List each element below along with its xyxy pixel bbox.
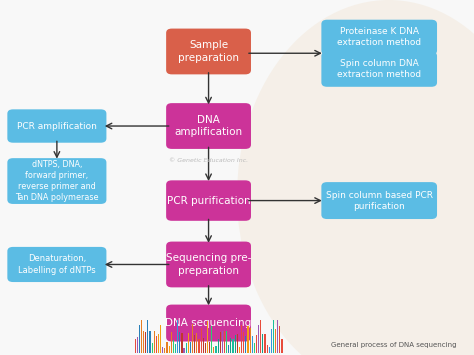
FancyBboxPatch shape: [269, 348, 270, 353]
FancyBboxPatch shape: [166, 342, 168, 353]
FancyBboxPatch shape: [239, 348, 240, 353]
FancyBboxPatch shape: [275, 329, 276, 353]
FancyBboxPatch shape: [237, 334, 238, 353]
FancyBboxPatch shape: [152, 343, 153, 353]
FancyBboxPatch shape: [192, 324, 193, 353]
FancyBboxPatch shape: [277, 320, 278, 353]
FancyBboxPatch shape: [175, 344, 176, 353]
FancyBboxPatch shape: [222, 331, 223, 353]
Text: Proteinase K DNA
extraction method: Proteinase K DNA extraction method: [337, 27, 421, 47]
FancyBboxPatch shape: [321, 20, 437, 55]
FancyBboxPatch shape: [171, 332, 172, 353]
FancyBboxPatch shape: [183, 348, 185, 353]
Text: Sample
preparation: Sample preparation: [178, 40, 239, 63]
FancyBboxPatch shape: [205, 343, 206, 353]
FancyBboxPatch shape: [141, 320, 142, 353]
FancyBboxPatch shape: [262, 334, 264, 353]
FancyBboxPatch shape: [149, 331, 151, 353]
FancyBboxPatch shape: [203, 338, 204, 353]
FancyBboxPatch shape: [207, 321, 208, 353]
FancyBboxPatch shape: [230, 338, 231, 353]
Text: General process of DNA sequencing: General process of DNA sequencing: [331, 342, 456, 348]
FancyBboxPatch shape: [188, 333, 189, 353]
FancyBboxPatch shape: [216, 346, 217, 353]
FancyBboxPatch shape: [147, 320, 148, 353]
FancyBboxPatch shape: [235, 335, 236, 353]
FancyBboxPatch shape: [194, 335, 195, 353]
Text: Sequencing pre-
preparation: Sequencing pre- preparation: [166, 253, 251, 276]
FancyBboxPatch shape: [228, 345, 229, 353]
Text: DNA
amplification: DNA amplification: [174, 115, 243, 137]
FancyBboxPatch shape: [321, 182, 437, 219]
FancyBboxPatch shape: [256, 335, 257, 353]
FancyBboxPatch shape: [249, 328, 251, 353]
FancyBboxPatch shape: [177, 320, 178, 353]
FancyBboxPatch shape: [258, 325, 259, 353]
Text: Spin column DNA
extraction method: Spin column DNA extraction method: [337, 59, 421, 79]
FancyBboxPatch shape: [264, 334, 265, 353]
FancyBboxPatch shape: [247, 326, 248, 353]
FancyBboxPatch shape: [190, 342, 191, 353]
FancyBboxPatch shape: [145, 332, 146, 353]
FancyBboxPatch shape: [160, 325, 161, 353]
FancyBboxPatch shape: [273, 320, 274, 353]
FancyBboxPatch shape: [135, 339, 136, 353]
FancyBboxPatch shape: [166, 180, 251, 221]
FancyBboxPatch shape: [282, 339, 283, 353]
FancyBboxPatch shape: [321, 51, 437, 87]
FancyBboxPatch shape: [7, 247, 106, 282]
FancyBboxPatch shape: [211, 326, 212, 353]
FancyBboxPatch shape: [7, 109, 106, 143]
Text: PCR purification: PCR purification: [167, 196, 250, 206]
FancyBboxPatch shape: [7, 158, 106, 204]
FancyBboxPatch shape: [166, 305, 251, 342]
FancyBboxPatch shape: [143, 331, 144, 353]
FancyBboxPatch shape: [219, 332, 221, 353]
FancyBboxPatch shape: [179, 332, 181, 353]
FancyBboxPatch shape: [209, 342, 210, 353]
FancyBboxPatch shape: [252, 337, 253, 353]
Text: PCR amplification: PCR amplification: [17, 121, 97, 131]
FancyBboxPatch shape: [166, 28, 251, 75]
FancyBboxPatch shape: [213, 347, 214, 353]
FancyBboxPatch shape: [164, 348, 165, 353]
FancyBboxPatch shape: [241, 326, 242, 353]
FancyBboxPatch shape: [226, 331, 227, 353]
FancyBboxPatch shape: [266, 345, 268, 353]
FancyBboxPatch shape: [156, 336, 157, 353]
FancyBboxPatch shape: [186, 343, 187, 353]
FancyBboxPatch shape: [196, 333, 198, 353]
FancyBboxPatch shape: [162, 347, 164, 353]
FancyBboxPatch shape: [224, 331, 225, 353]
FancyBboxPatch shape: [218, 339, 219, 353]
FancyBboxPatch shape: [154, 331, 155, 353]
FancyBboxPatch shape: [243, 332, 244, 353]
FancyBboxPatch shape: [254, 343, 255, 353]
FancyBboxPatch shape: [245, 336, 246, 353]
FancyBboxPatch shape: [199, 339, 200, 353]
FancyBboxPatch shape: [158, 334, 159, 353]
FancyBboxPatch shape: [166, 103, 251, 149]
FancyBboxPatch shape: [260, 320, 261, 353]
Ellipse shape: [237, 0, 474, 355]
FancyBboxPatch shape: [137, 337, 138, 353]
FancyBboxPatch shape: [173, 340, 174, 353]
FancyBboxPatch shape: [271, 329, 272, 353]
Text: dNTPS, DNA,
forward primer,
reverse primer and
Tan DNA polymerase: dNTPS, DNA, forward primer, reverse prim…: [15, 160, 99, 202]
Text: © Genetic Education Inc.: © Genetic Education Inc.: [169, 158, 248, 163]
FancyBboxPatch shape: [166, 241, 251, 288]
FancyBboxPatch shape: [169, 346, 170, 353]
FancyBboxPatch shape: [232, 339, 234, 353]
FancyBboxPatch shape: [139, 326, 140, 353]
Text: Spin column based PCR
purification: Spin column based PCR purification: [326, 191, 433, 211]
Text: DNA sequencing: DNA sequencing: [165, 318, 252, 328]
Text: Denaturation,
Labelling of dNTPs: Denaturation, Labelling of dNTPs: [18, 255, 96, 274]
FancyBboxPatch shape: [279, 326, 281, 353]
